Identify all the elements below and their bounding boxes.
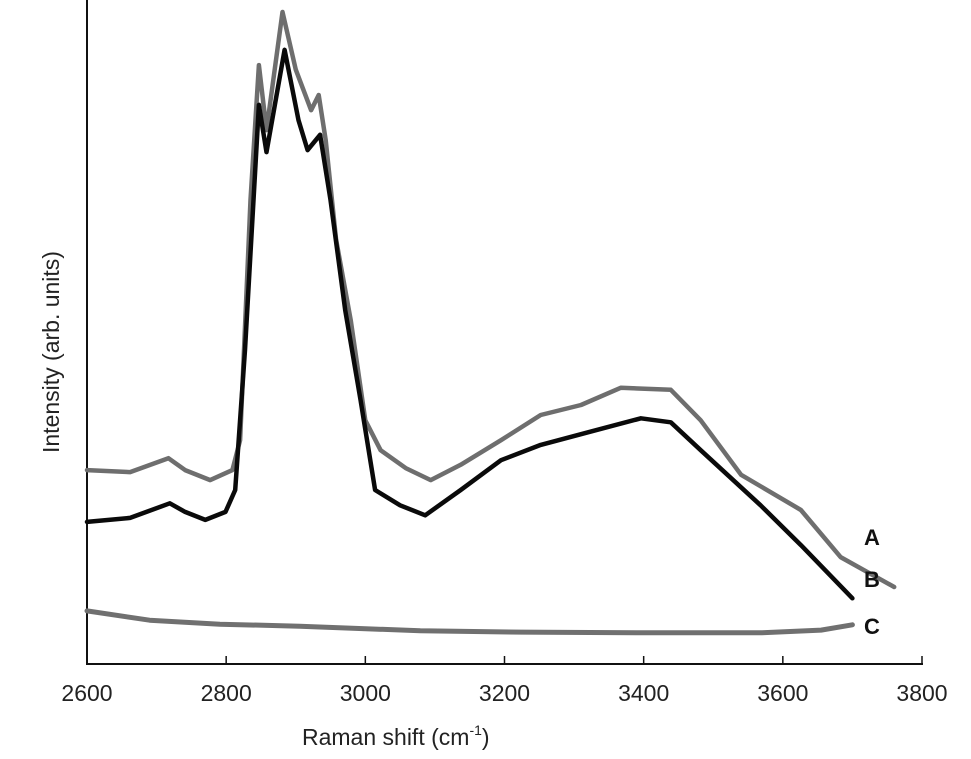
- x-tick-label: 2600: [61, 680, 112, 706]
- x-axis-title-superscript: -1: [469, 722, 482, 738]
- series-label-c: C: [864, 614, 880, 639]
- y-axis-title: Intensity (arb. units): [38, 251, 64, 453]
- x-axis-tick-labels: 2600 2800 3000 3200 3400 3600 3800: [61, 680, 947, 706]
- x-tick-label: 3600: [757, 680, 808, 706]
- x-axis-ticks: [225, 656, 923, 664]
- series-line-c: [84, 608, 855, 636]
- x-tick-label: 3800: [896, 680, 947, 706]
- series-label-b: B: [864, 567, 880, 592]
- series-line-a: [84, 9, 897, 590]
- series-group: [84, 9, 897, 636]
- x-axis-title-main: Raman shift (cm: [302, 724, 469, 750]
- x-axis-title-close: ): [482, 724, 490, 750]
- x-tick-label: 2800: [201, 680, 252, 706]
- series-line-b: [84, 47, 855, 601]
- x-tick-label: 3200: [479, 680, 530, 706]
- x-axis-title: Raman shift (cm-1): [302, 722, 490, 750]
- x-tick-label: 3400: [618, 680, 669, 706]
- x-tick-label: 3000: [340, 680, 391, 706]
- series-label-a: A: [864, 525, 880, 550]
